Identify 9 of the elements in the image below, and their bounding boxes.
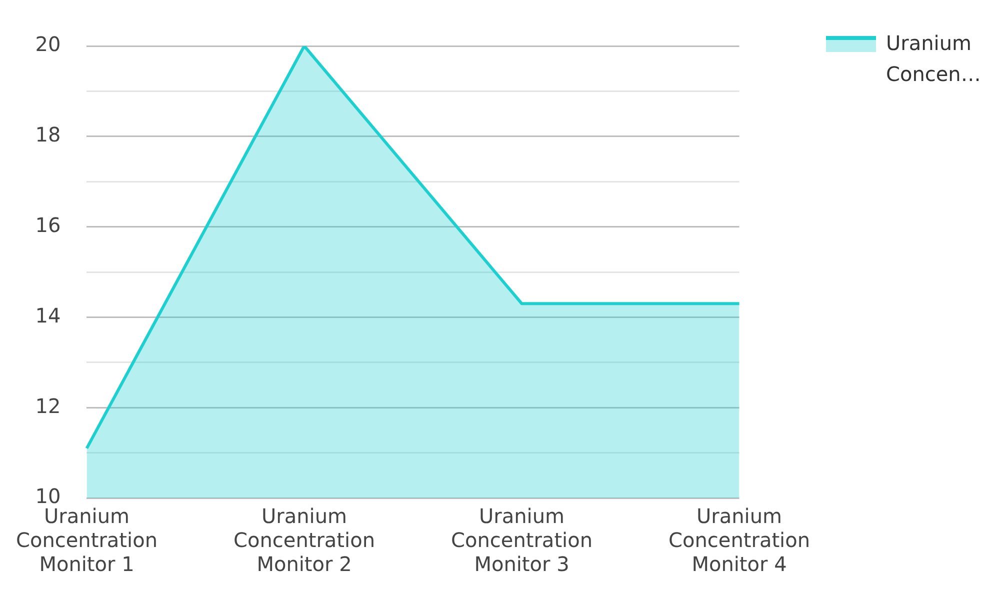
y-tick-label: 18 [35, 122, 61, 147]
x-tick-label: Uranium Concentration Monitor 2 [234, 504, 375, 576]
y-tick-label: 12 [35, 394, 61, 418]
x-tick-label: Uranium Concentration Monitor 3 [451, 504, 592, 576]
y-tick-label: 14 [35, 303, 61, 328]
x-tick-label: Uranium Concentration Monitor 4 [668, 504, 810, 576]
y-tick-label: 20 [35, 32, 61, 56]
legend-label: Uranium Concen… [886, 30, 982, 88]
y-tick-label: 16 [35, 213, 61, 238]
